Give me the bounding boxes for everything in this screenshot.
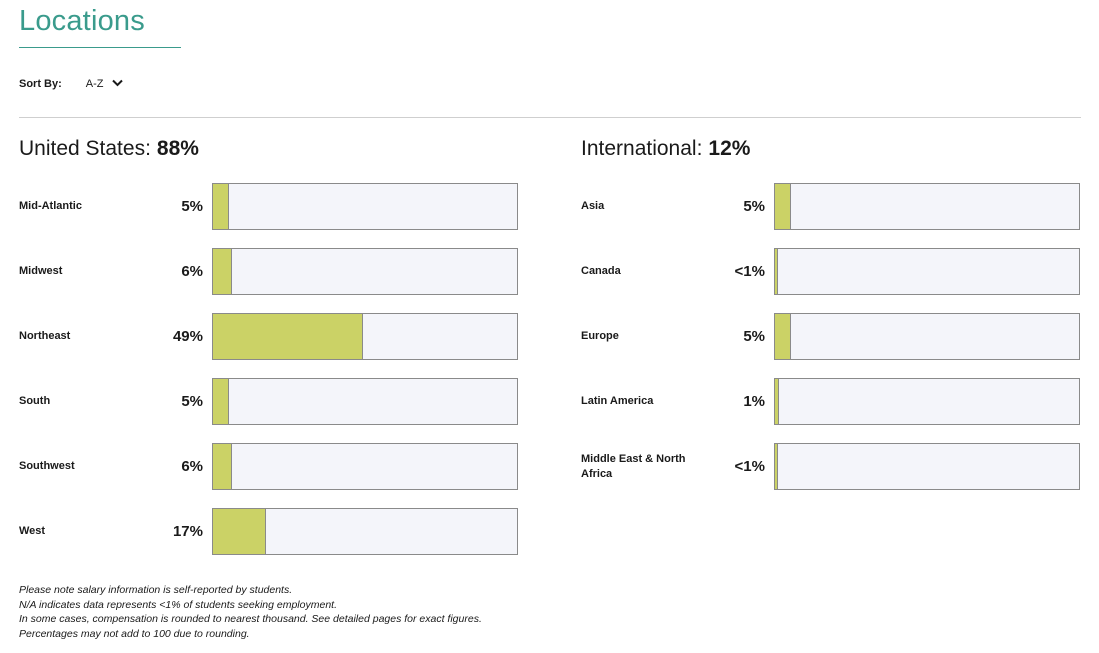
bar (775, 249, 778, 294)
footnote: Percentages may not add to 100 due to ro… (19, 627, 250, 640)
bar (213, 509, 266, 554)
bar-row: Middle East & North Africa <1% (581, 443, 1080, 490)
value-label: 1% (743, 393, 765, 410)
category-label: Canada (581, 265, 621, 277)
bar-row: Northeast 49% (19, 313, 518, 360)
value-label: 5% (181, 198, 203, 215)
value-label: <1% (734, 458, 765, 475)
value-label: 49% (172, 328, 203, 345)
page-title: Locations (19, 5, 145, 37)
value-label: 6% (181, 263, 203, 280)
section-total: 88% (156, 137, 199, 160)
bar-row: Latin America 1% (581, 378, 1080, 425)
bar (775, 184, 791, 229)
value-label: <1% (734, 263, 765, 280)
bar-track (774, 443, 1080, 490)
sort-control: Sort By: A-Z (19, 78, 123, 90)
chevron-down-icon (111, 78, 123, 90)
bar-track (212, 443, 518, 490)
value-label: 5% (743, 198, 765, 215)
bar (775, 444, 778, 489)
value-label: 17% (172, 523, 203, 540)
footnotes: Please note salary information is self-r… (19, 583, 482, 641)
bar-row: Asia 5% (581, 183, 1080, 230)
value-label: 5% (743, 328, 765, 345)
category-label: Europe (581, 330, 619, 342)
bar (213, 444, 232, 489)
section-total: 12% (708, 137, 751, 160)
category-label: West (19, 525, 46, 537)
bar (213, 314, 363, 359)
title-underline (19, 47, 181, 48)
category-label: Northeast (19, 330, 71, 342)
value-label: 6% (181, 458, 203, 475)
bar-track (212, 248, 518, 295)
category-label: Midwest (19, 265, 63, 277)
bar-track (774, 313, 1080, 360)
bar-row: West 17% (19, 508, 518, 555)
sort-value: A-Z (85, 78, 104, 90)
section-heading: International: 12% (581, 137, 750, 161)
footnote: N/A indicates data represents <1% of stu… (19, 598, 337, 611)
sort-dropdown[interactable]: A-Z (86, 78, 123, 90)
sort-label: Sort By: (19, 78, 62, 90)
bar-track (774, 248, 1080, 295)
category-label: Southwest (19, 460, 75, 472)
footnote: In some cases, compensation is rounded t… (19, 613, 482, 625)
bar-track (212, 183, 518, 230)
bar-track (774, 183, 1080, 230)
bar-row: South 5% (19, 378, 518, 425)
bar-track (212, 378, 518, 425)
bar-track (212, 313, 518, 360)
bar-row: Mid-Atlantic 5% (19, 183, 518, 230)
bar-track (774, 378, 1080, 425)
bar-track (212, 508, 518, 555)
category-label: Mid-Atlantic (19, 200, 82, 212)
footnote: Please note salary information is self-r… (19, 584, 293, 596)
section-title: International: (581, 137, 703, 160)
bar (775, 379, 779, 424)
bar (213, 249, 232, 294)
bar (213, 184, 229, 229)
bar-row: Southwest 6% (19, 443, 518, 490)
section-title: United States: (19, 137, 151, 160)
bar-row: Canada <1% (581, 248, 1080, 295)
section-heading: United States: 88% (19, 137, 199, 161)
bar (775, 314, 791, 359)
bar (213, 379, 229, 424)
value-label: 5% (181, 393, 203, 410)
category-label: South (19, 395, 51, 407)
category-label: Latin America (581, 395, 654, 407)
category-label: Middle East & North Africa (581, 452, 686, 480)
divider (19, 117, 1081, 118)
bar-row: Europe 5% (581, 313, 1080, 360)
category-label: Asia (581, 200, 605, 212)
bar-row: Midwest 6% (19, 248, 518, 295)
